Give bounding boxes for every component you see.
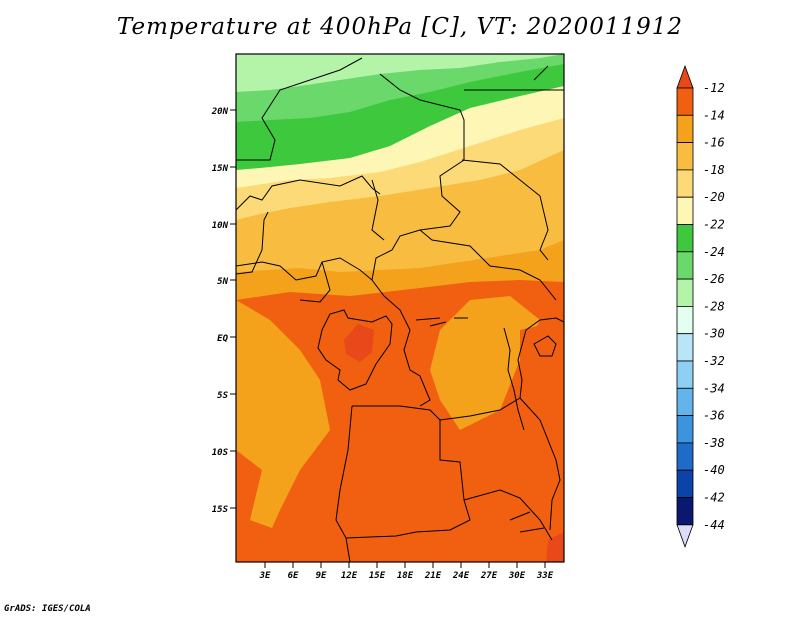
colorbar-label: -16	[703, 136, 725, 150]
temperature-field	[236, 54, 564, 562]
colorbar-label: -44	[703, 518, 725, 532]
colorbar-label: -32	[703, 354, 725, 368]
colorbar-label: -36	[703, 409, 725, 423]
colorbar-label: -24	[703, 245, 725, 259]
colorbar-swatch	[676, 278, 694, 307]
lat-label: 5N	[217, 277, 228, 287]
political-boundaries	[236, 57, 564, 562]
colorbar-label: -30	[703, 327, 725, 341]
colorbar-label: -14	[703, 108, 725, 122]
field-26	[236, 54, 564, 92]
field-16-west-patch	[236, 300, 330, 528]
lat-label: 10S	[212, 448, 229, 458]
lon-label: 30E	[508, 571, 526, 581]
colorbar-swatch	[676, 469, 694, 498]
colorbar-swatch	[676, 305, 694, 335]
map-frame	[235, 53, 565, 563]
lon-label: 18E	[397, 571, 414, 581]
lon-label: 12E	[341, 571, 358, 581]
colorbar-label: -42	[703, 491, 725, 505]
grads-credit: GrADS: IGES/COLA	[4, 604, 91, 614]
colorbar-swatch	[676, 387, 694, 416]
colorbar-swatch	[676, 169, 694, 198]
colorbar-swatch	[676, 142, 694, 171]
colorbar-swatch	[676, 224, 694, 253]
chart-title: Temperature at 400hPa [C], VT: 202001191…	[116, 14, 684, 40]
lat-label: 10N	[212, 221, 229, 231]
lat-label: 15N	[212, 164, 229, 174]
colorbar-label: -26	[703, 272, 725, 286]
colorbar-label: -18	[703, 163, 725, 177]
lon-label: 24E	[452, 571, 470, 581]
colorbar-swatch	[676, 87, 694, 116]
lon-label: 27E	[480, 571, 498, 581]
colorbar-label: -28	[703, 299, 725, 313]
colorbar-swatch	[676, 524, 694, 548]
colorbar-label: -40	[703, 463, 725, 477]
colorbar-label: -34	[703, 381, 725, 395]
colorbar-label: -38	[703, 436, 725, 450]
field-16-east-patch	[430, 296, 540, 430]
lon-label: 6E	[288, 571, 299, 581]
colorbar-swatch	[676, 251, 694, 280]
colorbar-label: -12	[703, 81, 725, 95]
colorbar-swatch	[676, 196, 694, 225]
lon-label: 15E	[369, 571, 386, 581]
lat-label: EQ	[217, 334, 228, 344]
field-12-corner	[546, 532, 564, 562]
colorbar-label: -22	[703, 218, 725, 232]
lat-label: 5S	[217, 391, 228, 401]
field-12-spot	[344, 324, 374, 362]
colorbar-swatch	[676, 333, 694, 362]
lat-label: 20N	[211, 107, 229, 117]
longitude-axis: 3E 6E 9E 12E 15E 18E 21E 24E 27E 30E 33E	[259, 562, 554, 581]
lat-label: 15S	[212, 505, 229, 515]
latitude-axis: 20N 15N 10N 5N EQ 5S 10S 15S	[211, 107, 236, 515]
colorbar-swatch	[676, 64, 694, 89]
lon-label: 9E	[316, 571, 327, 581]
colorbar-swatch	[676, 415, 694, 444]
colorbar-swatch	[676, 497, 694, 526]
field-14-lakes	[520, 320, 564, 420]
lon-label: 3E	[259, 571, 271, 581]
colorbar-swatch	[676, 360, 694, 389]
lon-label: 33E	[536, 571, 554, 581]
colorbar-label: -20	[703, 190, 725, 204]
colorbar-swatch	[676, 442, 694, 471]
lon-label: 21E	[424, 571, 442, 581]
colorbar-swatch	[676, 114, 694, 144]
colorbar: -12 -14 -16 -18 -20 -22 -24 -26 -28 -30 -32 -34 -36 -…	[676, 64, 725, 548]
field-14-angola	[352, 402, 440, 460]
